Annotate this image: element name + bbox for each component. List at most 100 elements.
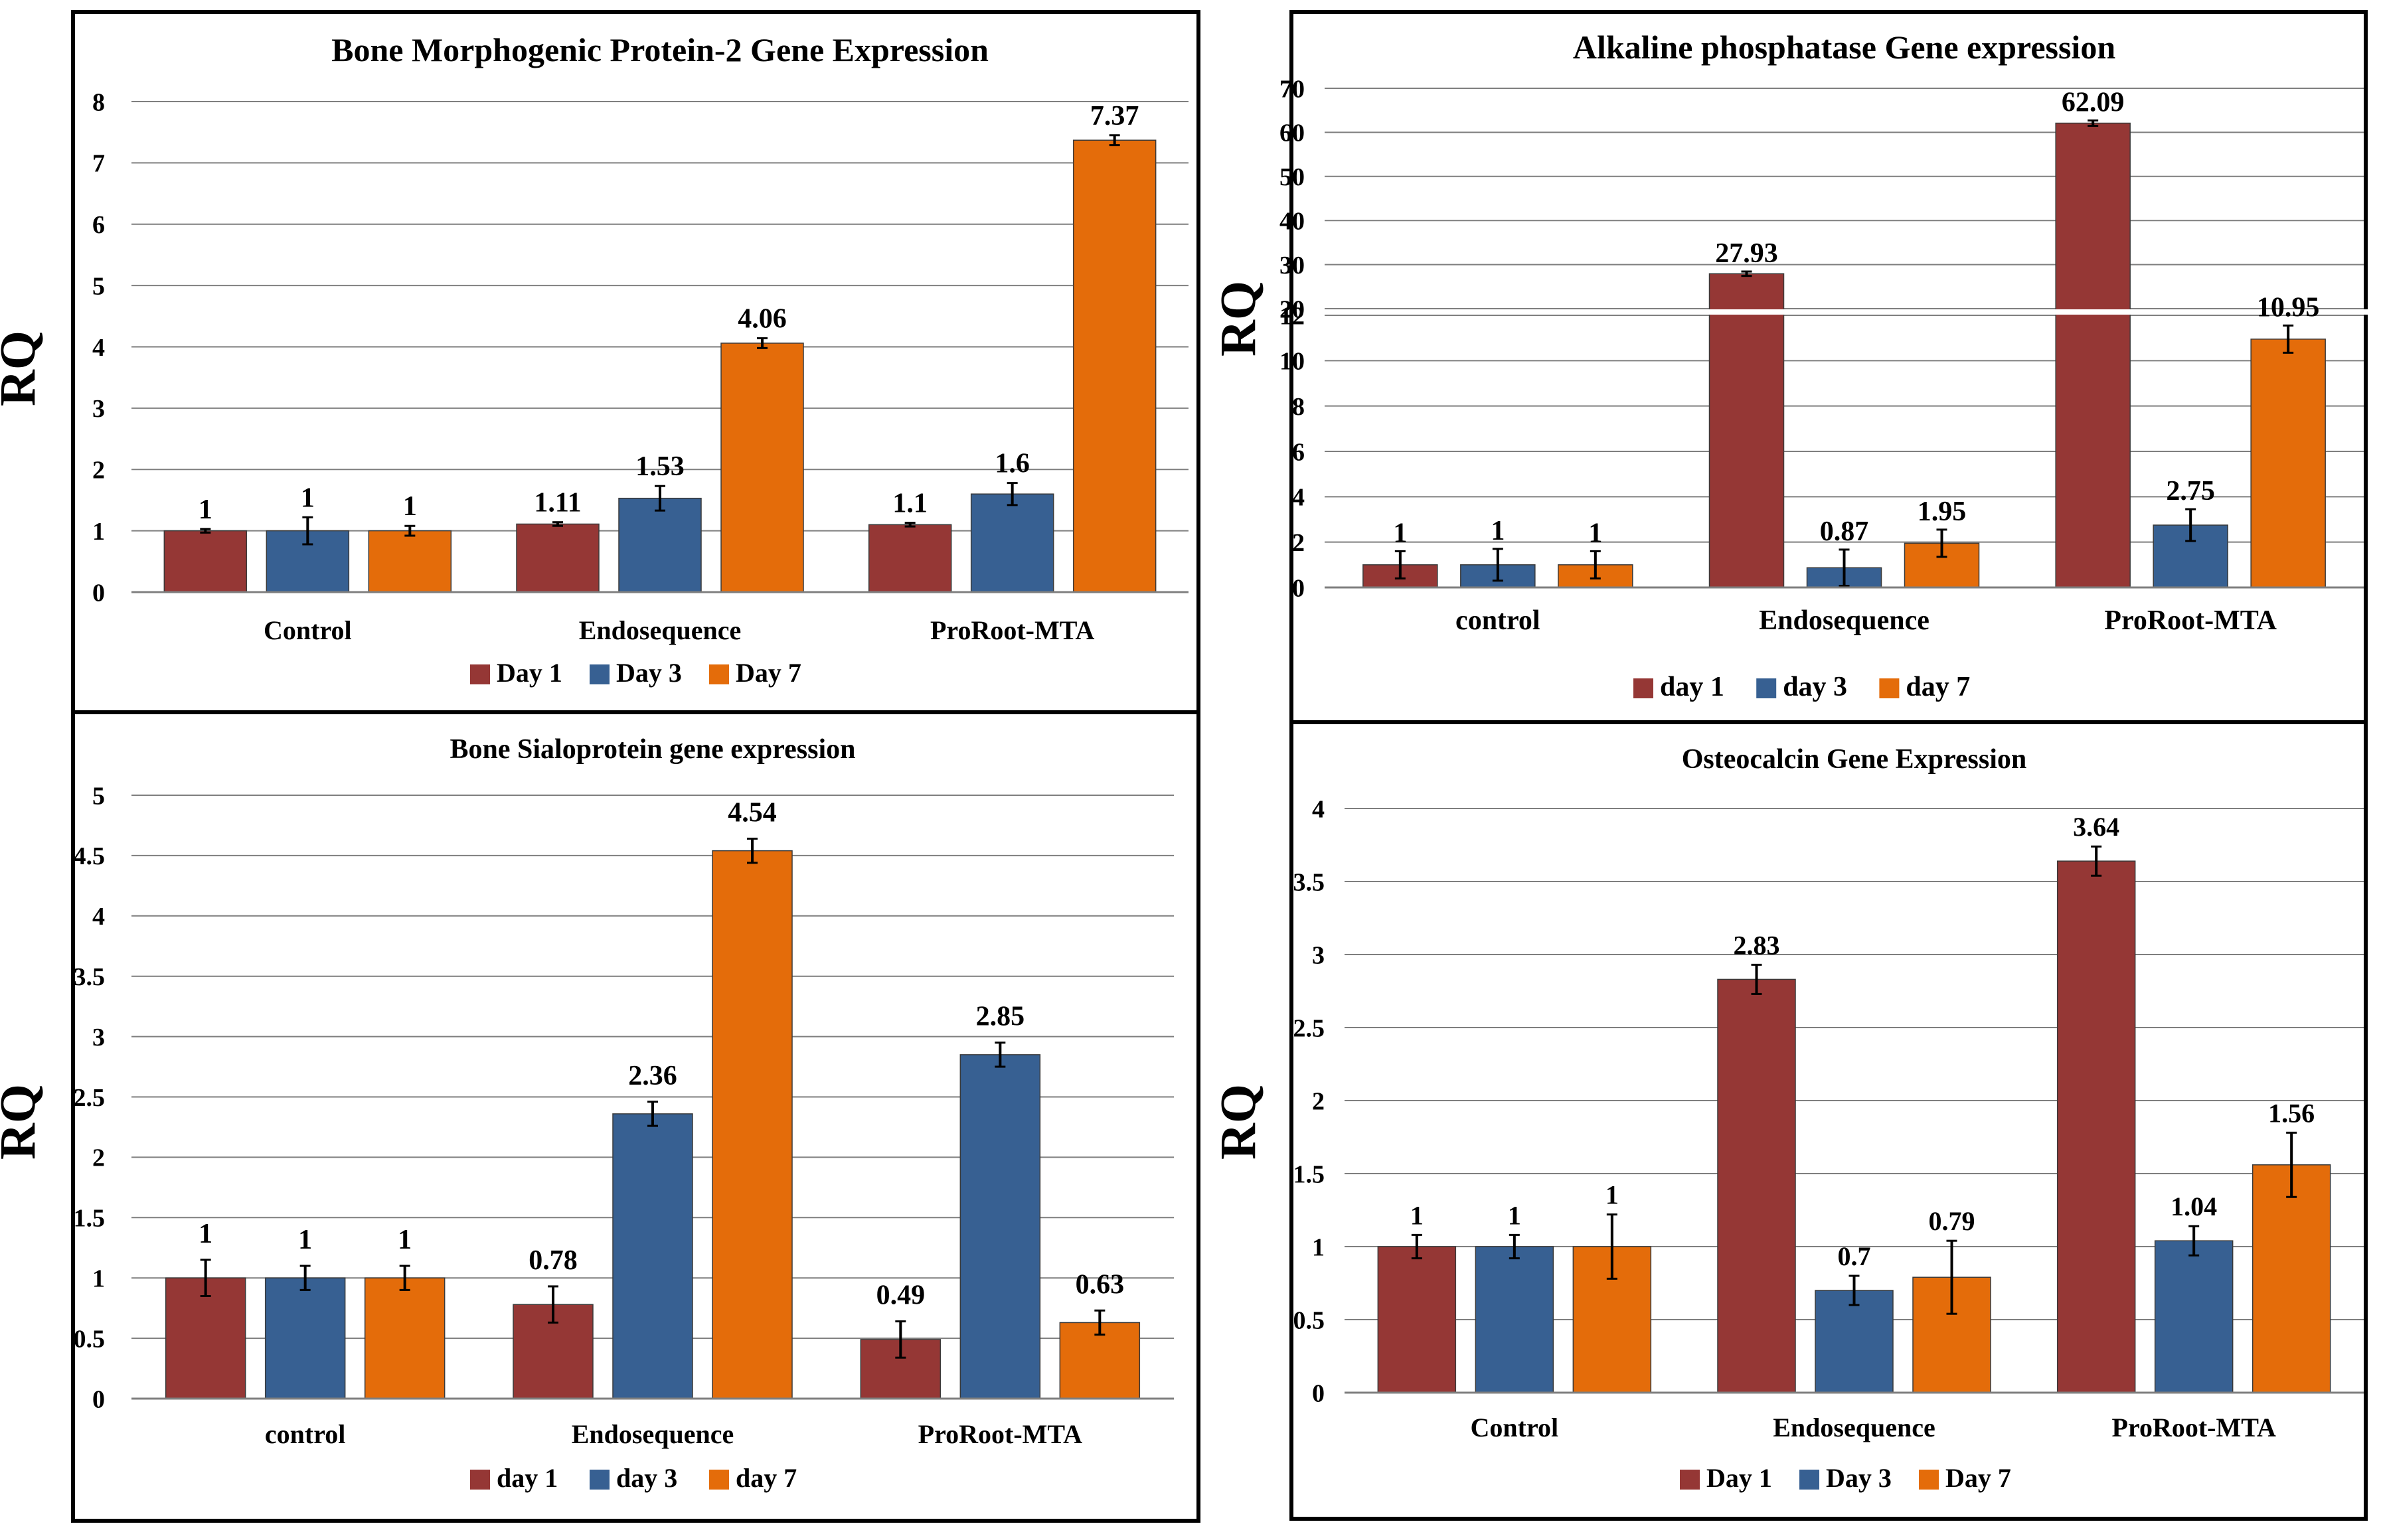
y-tick-label: 2 xyxy=(92,457,105,485)
x-category-label: Endosequence xyxy=(579,615,742,645)
y-tick-label: 8 xyxy=(92,88,105,116)
data-label: 0.49 xyxy=(876,1280,926,1311)
y-axis-label: RQ xyxy=(0,1084,46,1160)
data-label: 1 xyxy=(1491,516,1505,546)
y-tick-label: 0 xyxy=(1312,1379,1325,1407)
chart-title: Bone Morphogenic Protein-2 Gene Expressi… xyxy=(331,31,989,68)
y-tick-label: 4 xyxy=(92,334,105,362)
panel-frame-bsp xyxy=(71,710,1200,1523)
data-label: 4.54 xyxy=(728,797,777,828)
y-tick-label: 1 xyxy=(92,518,105,546)
bar xyxy=(868,524,952,593)
y-tick-label: 2 xyxy=(1312,1087,1325,1115)
data-label: 1 xyxy=(298,1225,312,1255)
legend-entry: Day 7 xyxy=(1945,1463,2011,1493)
x-category-label: control xyxy=(265,1419,345,1449)
data-label: 1.04 xyxy=(2171,1192,2217,1221)
y-tick-label: 5 xyxy=(92,272,105,300)
legend-entry: day 1 xyxy=(497,1463,558,1493)
legend-entry: day 1 xyxy=(1660,672,1724,702)
y-tick-label: 3 xyxy=(1312,941,1325,969)
y-tick-label: 0 xyxy=(92,1385,105,1413)
data-label: 2.83 xyxy=(1734,930,1780,960)
data-label: 1 xyxy=(1393,518,1407,548)
data-label: 27.93 xyxy=(1715,238,1778,269)
legend-entry: day 3 xyxy=(616,1463,677,1493)
x-category-label: Endosequence xyxy=(1773,1413,1935,1442)
panel-frame-ocn xyxy=(1289,720,2368,1521)
y-axis-label: RQ xyxy=(1210,281,1266,356)
bar xyxy=(720,343,804,593)
legend-swatch xyxy=(470,664,490,684)
data-label: 2.85 xyxy=(976,1002,1025,1032)
legend-entry: Day 3 xyxy=(1826,1463,1892,1493)
y-tick-label: 4 xyxy=(92,903,105,931)
y-tick-label: 2.5 xyxy=(1293,1014,1325,1042)
data-label: 1 xyxy=(1588,518,1602,548)
legend-swatch xyxy=(1919,1470,1939,1490)
y-tick-label: 7 xyxy=(92,150,105,178)
chart-ocn: Osteocalcin Gene Expression RQ 0 0.5 1 1.5 2 2.… xyxy=(1210,744,2364,1493)
y-tick-label: 30 xyxy=(1279,252,1305,279)
panel-frame-bmp2 xyxy=(71,10,1200,714)
bar xyxy=(2056,860,2136,1393)
y-tick-label: 1 xyxy=(1312,1233,1325,1261)
y-tick-label: 50 xyxy=(1279,163,1305,191)
chart-title: Alkaline phosphatase Gene expression xyxy=(1573,29,2115,66)
bar xyxy=(1475,1246,1554,1393)
y-tick-label: 4 xyxy=(1292,484,1305,512)
legend-entry: Day 7 xyxy=(736,658,801,688)
y-tick-label: 1 xyxy=(92,1265,105,1293)
y-tick-label: 1.5 xyxy=(74,1205,106,1233)
x-category-label: ProRoot-MTA xyxy=(2104,605,2277,636)
legend-entry: Day 3 xyxy=(616,658,682,688)
legend-swatch xyxy=(709,664,729,684)
legend-entry: Day 1 xyxy=(497,658,562,688)
data-label: 1 xyxy=(301,483,315,513)
data-label: 2.36 xyxy=(628,1061,677,1091)
chart-title: Osteocalcin Gene Expression xyxy=(1682,744,2027,775)
data-label: 62.09 xyxy=(2062,88,2125,118)
data-label: 1 xyxy=(403,491,417,522)
data-label: 1.1 xyxy=(892,489,928,519)
y-tick-label: 3.5 xyxy=(1293,868,1325,896)
y-tick-label: 0 xyxy=(92,579,105,607)
bar xyxy=(1717,978,1796,1393)
data-label: 0.7 xyxy=(1838,1241,1871,1271)
bar xyxy=(1377,1246,1457,1393)
y-tick-label: 40 xyxy=(1279,208,1305,236)
bar xyxy=(970,493,1054,593)
y-tick-label: 3 xyxy=(92,395,105,423)
data-label: 1.11 xyxy=(534,488,581,518)
legend-swatch xyxy=(709,1470,729,1490)
data-label: 1.53 xyxy=(635,451,685,482)
chart-alp: Alkaline phosphatase Gene expression RQ 0 2… xyxy=(1210,29,2370,702)
y-tick-label: 20 xyxy=(1279,295,1305,323)
y-tick-label: 12 xyxy=(1279,302,1305,330)
data-label: 2.75 xyxy=(2166,476,2215,506)
bar xyxy=(364,1277,446,1399)
data-label: 4.06 xyxy=(738,304,787,335)
legend-swatch xyxy=(590,664,610,684)
legend-entry: day 3 xyxy=(1783,672,1847,702)
y-tick-label: 4 xyxy=(1312,795,1325,823)
bar xyxy=(2055,122,2131,588)
bar xyxy=(612,1113,693,1399)
legend-swatch xyxy=(470,1470,490,1490)
y-tick-label: 2.5 xyxy=(74,1084,106,1112)
y-tick-label: 4.5 xyxy=(74,842,106,870)
chart-bmp2: Bone Morphogenic Protein-2 Gene Expressi… xyxy=(0,31,1189,688)
bar xyxy=(1708,273,1785,588)
data-label: 1.56 xyxy=(2268,1098,2315,1128)
axis-break xyxy=(1318,309,2370,315)
legend-entry: Day 1 xyxy=(1706,1463,1772,1493)
chart-bsp: Bone Sialoprotein gene expression RQ 0 0.5 1… xyxy=(0,734,1174,1493)
y-tick-label: 5 xyxy=(92,782,105,810)
legend-swatch xyxy=(1799,1470,1819,1490)
x-category-label: Endosequence xyxy=(1759,605,1929,636)
x-category-label: Control xyxy=(1471,1413,1559,1442)
x-category-label: Control xyxy=(264,615,352,645)
y-tick-label: 2 xyxy=(92,1144,105,1172)
x-category-label: control xyxy=(1455,605,1540,636)
